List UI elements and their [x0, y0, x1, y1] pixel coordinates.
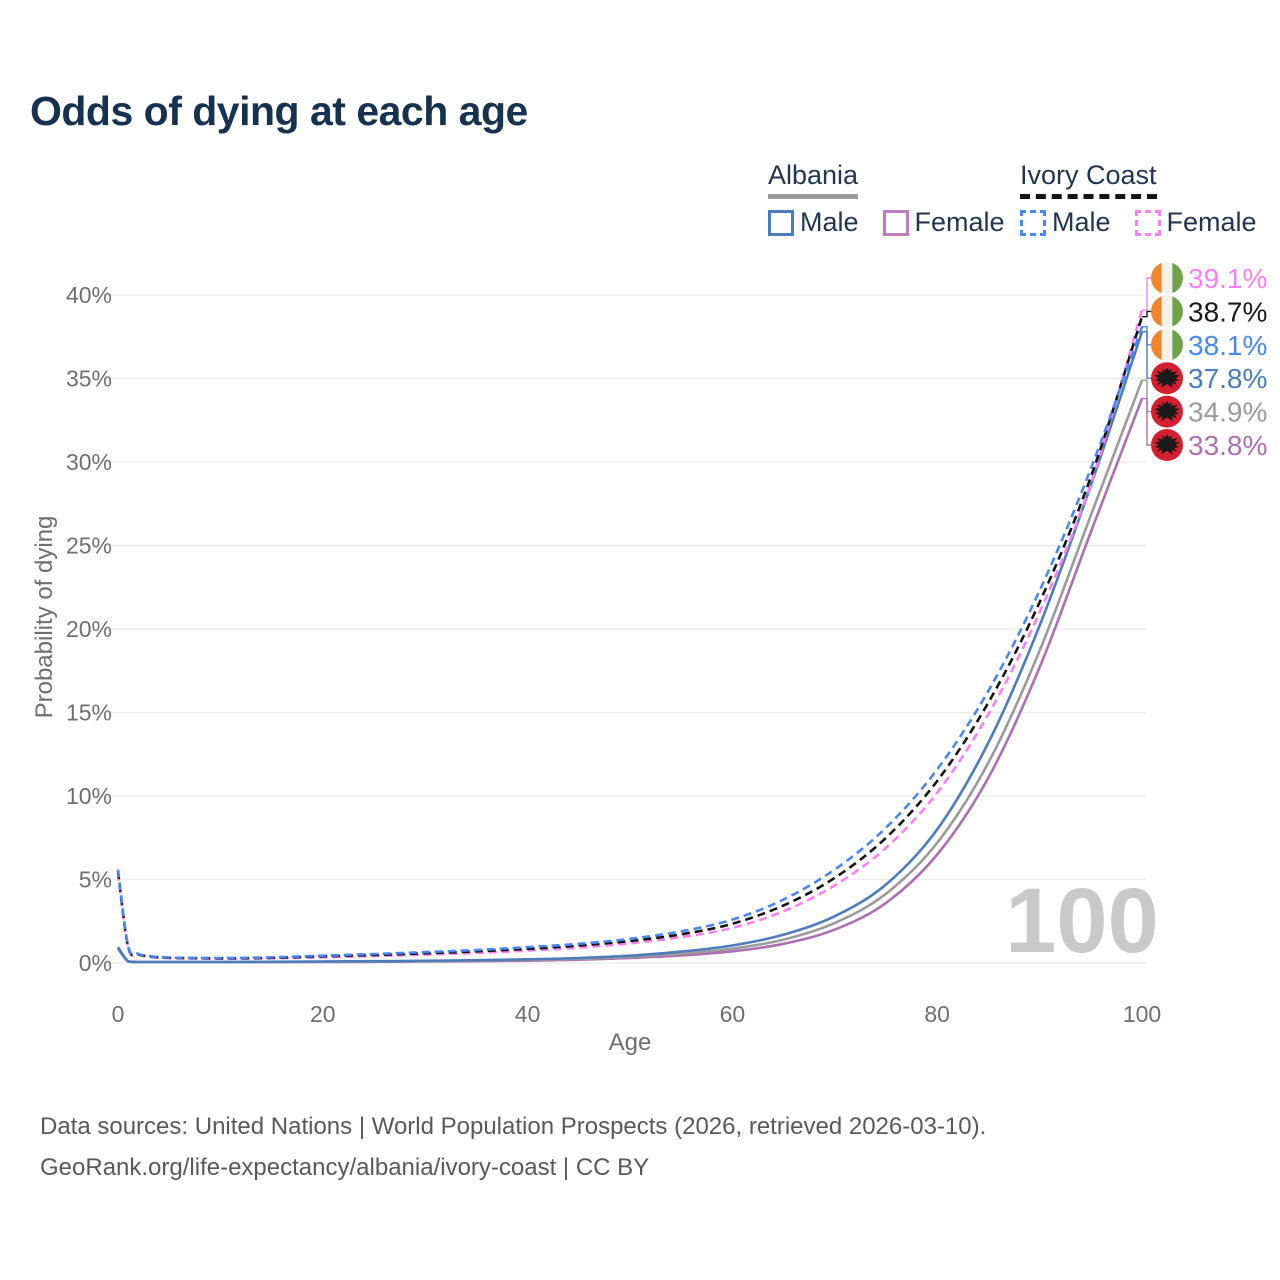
y-tick-label: 5% [79, 867, 112, 893]
y-tick-label: 10% [66, 783, 112, 809]
x-tick-label: 60 [720, 1001, 746, 1027]
albania-male-swatch-icon [768, 209, 794, 236]
legend-country-albania[interactable]: Albania [768, 160, 859, 199]
series-line-ivory-coast[interactable] [116, 316, 1144, 960]
ivory-coast-flag-icon [1151, 328, 1183, 361]
data-sources-line: Data sources: United Nations | World Pop… [40, 1113, 987, 1140]
x-tick-label: 20 [310, 1001, 336, 1027]
albania-flag-icon [1151, 362, 1183, 395]
y-tick-label: 30% [66, 449, 112, 475]
series-line-albania[interactable] [116, 379, 1144, 964]
y-tick-label: 15% [66, 700, 112, 726]
end-value-label: 37.8% [1188, 363, 1267, 394]
ivory-coast-male-swatch-icon [1020, 209, 1046, 236]
x-axis-title: Age [609, 1029, 652, 1056]
ivory-coast-flag-icon [1151, 295, 1183, 328]
ivory-coast-flag-icon [1151, 262, 1183, 294]
legend-label: Male [1052, 207, 1111, 237]
legend-item-ivory-coast-male[interactable]: Male [1020, 207, 1111, 238]
end-label-connector [1142, 331, 1151, 379]
legend-item-albania-male[interactable]: Male [768, 207, 859, 238]
y-tick-label: 0% [79, 950, 112, 976]
end-label-connector [1142, 310, 1151, 318]
x-tick-label: 80 [924, 1001, 950, 1027]
legend-item-ivory-coast-female[interactable]: Female [1134, 207, 1257, 238]
legend-label: Male [800, 207, 859, 237]
y-tick-label: 20% [66, 616, 112, 642]
legend-label: Female [914, 207, 1005, 237]
end-value-label: 38.1% [1188, 330, 1267, 361]
x-tick-label: 40 [515, 1001, 541, 1027]
series-line-albania-male[interactable] [116, 331, 1144, 964]
legend-label: Female [1166, 207, 1257, 237]
end-value-label: 34.9% [1188, 397, 1267, 428]
y-tick-label: 25% [66, 533, 112, 559]
legend-group-ivory-coast: Ivory Coast Male Female [1020, 160, 1257, 238]
albania-flag-icon [1151, 395, 1183, 428]
albania-flag-icon [1151, 429, 1183, 461]
end-label-connector [1142, 379, 1151, 413]
legend: Albania Male Female Ivory Coast Male [0, 160, 1280, 240]
series-line-ivory-coast-female[interactable] [116, 309, 1144, 961]
ivory-coast-female-swatch-icon [1134, 209, 1161, 236]
attribution-line: GeoRank.org/life-expectancy/albania/ivor… [40, 1154, 650, 1181]
end-label-connector [1142, 397, 1151, 446]
y-axis-title: Probability of dying [31, 516, 58, 719]
series-line-ivory-coast-male[interactable] [116, 326, 1144, 960]
data-sources-note: Data sources: United Nations | World Pop… [40, 1106, 986, 1188]
hover-age-watermark: 100 [1005, 870, 1159, 972]
albania-female-swatch-icon [882, 209, 909, 236]
end-value-label: 39.1% [1188, 263, 1267, 294]
x-tick-label: 100 [1123, 1001, 1161, 1027]
end-label-connector [1142, 277, 1151, 311]
legend-country-ivory-coast[interactable]: Ivory Coast [1020, 160, 1157, 199]
legend-item-albania-female[interactable]: Female [882, 207, 1005, 238]
end-value-label: 38.7% [1188, 296, 1267, 327]
end-value-label: 33.8% [1188, 430, 1267, 461]
x-tick-label: 0 [112, 1001, 125, 1027]
legend-group-albania: Albania Male Female [768, 160, 1005, 238]
page-title: Odds of dying at each age [30, 88, 528, 134]
y-tick-label: 40% [66, 282, 112, 308]
y-tick-label: 35% [66, 366, 112, 392]
series-line-albania-female[interactable] [116, 398, 1144, 964]
